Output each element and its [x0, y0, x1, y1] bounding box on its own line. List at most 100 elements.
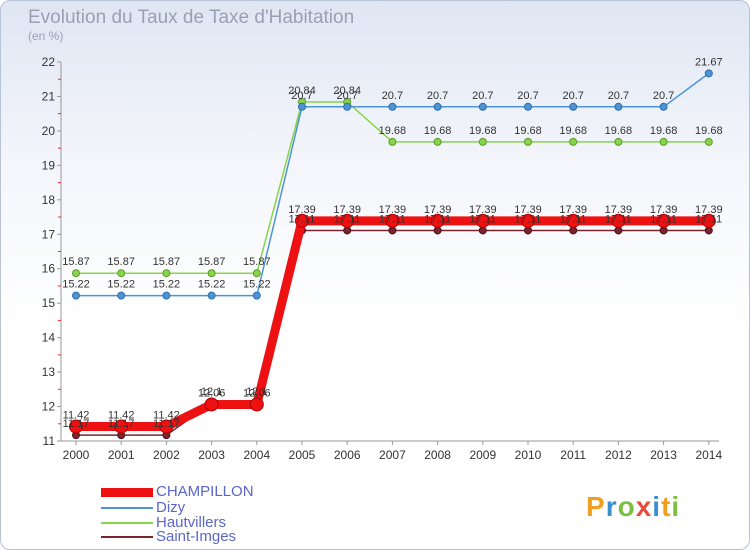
x-tick-label-2011: 2011 [560, 448, 586, 462]
series-line-champillon [76, 216, 709, 432]
data-label-hautvillers-2013: 19.68 [650, 125, 678, 137]
data-label-saint-imges-2002: 11.17 [153, 418, 180, 430]
data-label-champillon-2010: 17.39 [514, 204, 542, 216]
x-tick-label-2014: 2014 [695, 448, 722, 462]
data-label-hautvillers-2009: 19.68 [469, 125, 497, 137]
point-dizy-2007 [388, 102, 397, 111]
data-label-champillon-2014: 17.39 [695, 204, 723, 216]
data-label-hautvillers-2001: 15.87 [107, 256, 135, 268]
data-label-champillon-2009: 17.39 [469, 204, 497, 216]
x-tick-label-2008: 2008 [424, 448, 451, 462]
point-champillon-2006 [340, 213, 355, 228]
legend-swatch-saint-imges [101, 536, 153, 538]
data-label-saint-imges-2007: 17.11 [379, 213, 406, 225]
point-champillon-2009 [475, 213, 490, 228]
y-tick-label-16: 16 [42, 262, 56, 276]
point-hautvillers-2003 [207, 269, 216, 278]
data-label-hautvillers-2000: 15.87 [62, 256, 90, 268]
data-label-hautvillers-2011: 19.68 [559, 125, 587, 137]
data-label-hautvillers-2003: 15.87 [198, 256, 226, 268]
data-label-dizy-2009: 20.7 [472, 90, 493, 102]
point-saint-imges-2008 [433, 226, 442, 235]
data-label-hautvillers-2007: 19.68 [379, 125, 407, 137]
point-champillon-2003 [204, 397, 219, 412]
point-saint-imges-2006 [343, 226, 352, 235]
y-tick-label-15: 15 [42, 296, 56, 310]
data-label-hautvillers-2014: 19.68 [695, 125, 723, 137]
legend-swatch-dizy [101, 507, 153, 509]
point-champillon-2012 [611, 213, 626, 228]
point-hautvillers-2000 [72, 269, 80, 278]
data-label-saint-imges-2006: 17.11 [334, 213, 361, 225]
data-label-champillon-2003: 12.06 [198, 387, 226, 399]
point-hautvillers-2011 [569, 137, 578, 146]
y-tick-label-13: 13 [42, 365, 56, 379]
y-tick-label-11: 11 [43, 434, 56, 448]
point-saint-imges-2009 [478, 226, 487, 235]
data-label-dizy-2013: 20.7 [653, 90, 674, 102]
x-tick-label-2009: 2009 [469, 448, 496, 462]
data-label-dizy-2000: 15.22 [62, 279, 90, 291]
point-saint-imges-2014 [704, 226, 713, 235]
point-saint-imges-2007 [388, 226, 397, 235]
data-label-saint-imges-2004: 12.1 [246, 386, 267, 398]
point-champillon-2001 [114, 419, 129, 434]
point-saint-imges-2010 [524, 226, 532, 235]
data-label-champillon-2011: 17.39 [559, 204, 587, 216]
x-tick-label-2005: 2005 [289, 448, 316, 462]
y-tick-label-22: 22 [42, 55, 56, 69]
point-dizy-2010 [524, 102, 532, 111]
data-label-saint-imges-2008: 17.11 [424, 213, 451, 225]
point-hautvillers-2004 [252, 269, 261, 278]
point-hautvillers-2009 [478, 137, 487, 146]
point-dizy-2001 [117, 291, 126, 300]
data-label-dizy-2003: 15.22 [198, 279, 226, 291]
data-label-hautvillers-2010: 19.68 [514, 125, 542, 137]
data-label-dizy-2007: 20.7 [382, 90, 403, 102]
data-label-dizy-2006: 20.7 [336, 90, 357, 102]
point-dizy-2009 [478, 102, 487, 111]
point-hautvillers-2007 [388, 137, 397, 146]
legend-item-dizy: Dizy [101, 499, 321, 516]
data-label-dizy-2012: 20.7 [608, 90, 629, 102]
legend-item-saint-imges: Saint-Imges [101, 528, 321, 545]
point-hautvillers-2010 [524, 137, 532, 146]
point-hautvillers-2001 [117, 269, 126, 278]
x-tick-label-2001: 2001 [108, 448, 135, 462]
data-label-dizy-2008: 20.7 [427, 90, 448, 102]
data-label-saint-imges-2003: 12.1 [201, 386, 222, 398]
point-champillon-2011 [566, 213, 581, 228]
chart-subtitle: (en %) [28, 29, 64, 43]
data-label-champillon-2008: 17.39 [424, 204, 452, 216]
data-label-saint-imges-2010: 17.11 [515, 213, 542, 225]
x-tick-label-2003: 2003 [198, 448, 225, 462]
proxiti-logo: Proxiti [586, 491, 681, 522]
chart-title: Evolution du Taux de Taxe d'Habitation [28, 7, 355, 28]
point-hautvillers-2002 [162, 269, 171, 278]
data-label-champillon-2013: 17.39 [650, 204, 678, 216]
point-dizy-2014 [704, 69, 713, 78]
point-dizy-2002 [162, 291, 171, 300]
data-label-hautvillers-2005: 20.84 [288, 85, 316, 97]
point-hautvillers-2013 [659, 137, 668, 146]
x-tick-label-2000: 2000 [63, 448, 90, 462]
point-champillon-2013 [656, 213, 671, 228]
data-label-hautvillers-2012: 19.68 [605, 125, 633, 137]
y-tick-label-17: 17 [42, 227, 56, 241]
legend-label-hautvillers: Hautvillers [156, 514, 227, 531]
point-hautvillers-2012 [614, 137, 623, 146]
data-label-dizy-2002: 15.22 [153, 279, 181, 291]
data-label-champillon-2005: 17.39 [288, 204, 316, 216]
point-champillon-2002 [159, 419, 174, 434]
data-label-champillon-2001: 11.42 [108, 410, 135, 422]
y-tick-label-20: 20 [42, 124, 56, 138]
x-tick-label-2006: 2006 [334, 448, 361, 462]
data-label-saint-imges-2012: 17.11 [605, 213, 632, 225]
point-champillon-2008 [430, 213, 445, 228]
data-label-champillon-2002: 11.42 [153, 410, 180, 422]
data-label-saint-imges-2011: 17.11 [560, 213, 587, 225]
data-label-hautvillers-2006: 20.84 [333, 85, 361, 97]
point-saint-imges-2011 [569, 226, 578, 235]
